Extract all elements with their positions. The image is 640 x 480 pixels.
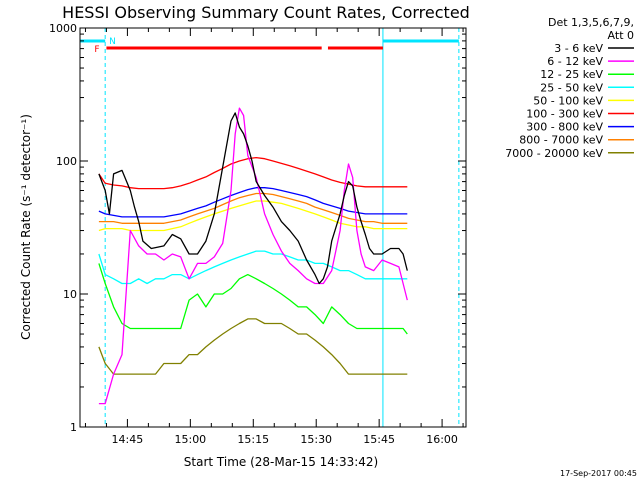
- x-tick-label-5: 16:00: [426, 433, 458, 446]
- y-tick-label-0: 1: [70, 421, 77, 434]
- y-tick-label-1: 10: [63, 288, 77, 301]
- night-label: N: [109, 37, 116, 47]
- legend-header-line-1: Det 1,3,5,6,7,9,: [548, 16, 634, 29]
- legend-label-6: 300 - 800 keV: [526, 121, 603, 134]
- x-tick-label-0: 14:45: [112, 433, 144, 446]
- timestamp: 17-Sep-2017 00:45: [560, 469, 637, 478]
- series-line-1: [98, 107, 408, 405]
- series-line-0: [98, 112, 408, 285]
- x-axis-label: Start Time (28-Mar-15 14:33:42): [184, 455, 378, 469]
- x-tick-label-2: 15:15: [237, 433, 269, 446]
- legend-label-8: 7000 - 20000 keV: [505, 147, 603, 160]
- x-axis: 14:45 15:00 15:15 15:30 15:45 16:00: [84, 28, 464, 446]
- plot-area: FN: [80, 28, 460, 427]
- series-line-8: [98, 318, 408, 375]
- y-tick-label-3: 1000: [49, 22, 77, 35]
- flare-label: F: [94, 45, 99, 55]
- series-line-7: [98, 192, 408, 224]
- legend-label-3: 25 - 50 keV: [540, 81, 603, 94]
- x-tick-label-1: 15:00: [174, 433, 206, 446]
- x-tick-label-4: 15:45: [363, 433, 395, 446]
- legend-header-line-2: Att 0: [608, 29, 634, 42]
- y-axis-label: Corrected Count Rate (s⁻¹ detector⁻¹): [19, 114, 33, 340]
- legend-label-0: 3 - 6 keV: [554, 42, 603, 55]
- y-axis: 1 10 100 1000: [49, 22, 466, 434]
- series-line-3: [98, 250, 408, 285]
- legend-label-4: 50 - 100 keV: [533, 94, 603, 107]
- series-line-2: [98, 263, 408, 335]
- series-line-5: [98, 156, 408, 190]
- plot-frame: [79, 27, 467, 428]
- chart-title: HESSI Observing Summary Count Rates, Cor…: [62, 3, 470, 22]
- legend-label-7: 800 - 7000 keV: [519, 134, 603, 147]
- y-tick-label-2: 100: [56, 155, 77, 168]
- legend-label-2: 12 - 25 keV: [540, 68, 603, 81]
- legend-label-5: 100 - 300 keV: [526, 108, 603, 121]
- x-tick-label-3: 15:30: [300, 433, 332, 446]
- series-line-4: [98, 200, 408, 232]
- legend-label-1: 6 - 12 keV: [547, 55, 603, 68]
